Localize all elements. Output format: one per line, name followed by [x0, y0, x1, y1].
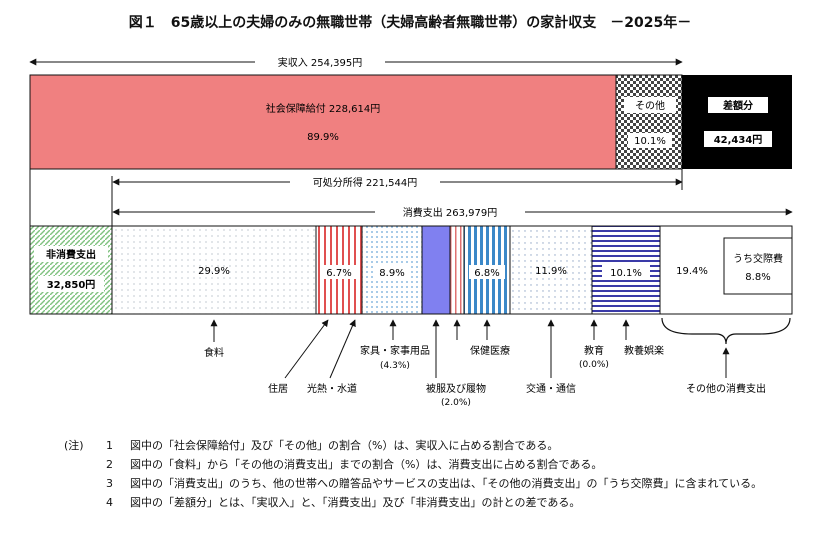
share-social-security: 89.9% — [307, 132, 339, 143]
recreation-share-bg — [602, 265, 650, 279]
callout-recreation: 教養娯楽 — [624, 344, 664, 357]
deficit-label-bg — [708, 97, 768, 113]
non-consumption-label-bg — [34, 246, 108, 262]
bar-transport — [509, 225, 593, 315]
label-other-income: その他 — [635, 99, 665, 112]
disposable-label-bg — [290, 174, 440, 190]
bar-entertainment-expense — [723, 237, 793, 295]
housing-share-bg — [322, 265, 356, 279]
note-text: 図中の「差額分」とは、「実収入」と、「消費支出」及び「非消費支出」の計との差であ… — [130, 496, 581, 509]
note-number: 1 — [106, 439, 113, 452]
bar-social-security — [29, 74, 617, 170]
callout-other-consumption: その他の消費支出 — [686, 382, 766, 395]
share-recreation: 10.1% — [610, 268, 642, 279]
medical-share-bg — [469, 265, 505, 279]
share-medical: 6.8% — [474, 268, 499, 279]
utilities-share-bg — [374, 265, 410, 279]
bar-furniture — [421, 225, 451, 315]
bar-deficit — [682, 75, 792, 169]
label-non-consumption: 非消費支出 — [46, 248, 96, 261]
callout-clothing: 被服及び履物 — [426, 382, 486, 395]
label-deficit: 差額分 — [723, 99, 753, 112]
callout-medical: 保健医療 — [470, 344, 510, 357]
note-row-4: 4 図中の「差額分」とは、「実収入」と、「消費支出」及び「非消費支出」の計との差… — [64, 493, 804, 512]
non-consumption-value-bg — [38, 276, 104, 292]
income-total-label: 実収入 254,395円 — [278, 56, 363, 69]
income-label-bg — [255, 54, 385, 70]
bar-non-consumption — [29, 225, 113, 315]
callout-arrow-housing — [284, 319, 329, 379]
label-social-security: 社会保障給付 228,614円 — [266, 102, 381, 115]
callout-transport: 交通・通信 — [526, 382, 576, 395]
share-food: 29.9% — [198, 266, 230, 277]
other-consumption-brace — [661, 317, 791, 345]
callout-utilities: 光熱・水道 — [307, 382, 357, 395]
value-non-consumption: 32,850円 — [47, 279, 96, 291]
bar-other-income — [615, 74, 683, 170]
consumption-label-bg — [375, 204, 525, 220]
share-housing: 6.7% — [326, 268, 351, 279]
notes-head: (注) — [64, 439, 84, 452]
callout-arrow-utilities — [329, 319, 356, 379]
callout-education-sub: (0.0%) — [579, 360, 609, 370]
consumption-total-label: 消費支出 263,979円 — [403, 206, 498, 219]
share-entertainment-expense: 8.8% — [745, 272, 770, 283]
note-text: 図中の「社会保障給付」及び「その他」の割合（%）は、実収入に占める割合である。 — [130, 439, 559, 452]
callout-clothing-sub: (2.0%) — [441, 398, 471, 408]
chart-title: 図１ 65歳以上の夫婦のみの無職世帯（夫婦高齢者無職世帯）の家計収支 －2025… — [128, 15, 692, 31]
share-other-income: 10.1% — [634, 136, 666, 147]
value-deficit: 42,434円 — [714, 134, 763, 146]
callout-furniture: 家具・家事用品 — [360, 344, 430, 357]
share-other-consumption: 19.4% — [676, 266, 708, 277]
notes: (注) 1 図中の「社会保障給付」及び「その他」の割合（%）は、実収入に占める割… — [64, 436, 804, 512]
callout-food: 食料 — [204, 346, 224, 359]
disposable-income-label: 可処分所得 221,544円 — [313, 176, 418, 189]
note-row-1: (注) 1 図中の「社会保障給付」及び「その他」の割合（%）は、実収入に占める割… — [64, 436, 804, 455]
note-text: 図中の「消費支出」のうち、他の世帯への贈答品やサービスの支出は、「その他の消費支… — [130, 477, 763, 490]
other-income-label-bg — [624, 97, 676, 113]
note-number: 3 — [106, 477, 113, 490]
note-number: 4 — [106, 496, 113, 509]
other-income-share-bg — [628, 133, 672, 148]
share-utilities: 8.9% — [379, 268, 404, 279]
callout-furniture-sub: (4.3%) — [380, 361, 410, 371]
note-row-2: 2 図中の「食料」から「その他の消費支出」までの割合（%）は、消費支出に占める割… — [64, 455, 804, 474]
label-entertainment-expense: うち交際費 — [733, 252, 783, 265]
callout-education: 教育 — [584, 344, 604, 357]
callout-housing: 住居 — [268, 382, 288, 395]
bar-food — [111, 225, 317, 315]
bar-clothing — [449, 225, 465, 315]
note-text: 図中の「食料」から「その他の消費支出」までの割合（%）は、消費支出に占める割合で… — [130, 458, 603, 471]
note-row-3: 3 図中の「消費支出」のうち、他の世帯への贈答品やサービスの支出は、「その他の消… — [64, 474, 804, 493]
note-number: 2 — [106, 458, 113, 471]
household-budget-chart: 実収入 254,395円 社会保障給付 228,614円 89.9% その他 1… — [29, 54, 793, 408]
deficit-value-bg — [704, 131, 772, 147]
share-transport: 11.9% — [535, 266, 567, 277]
